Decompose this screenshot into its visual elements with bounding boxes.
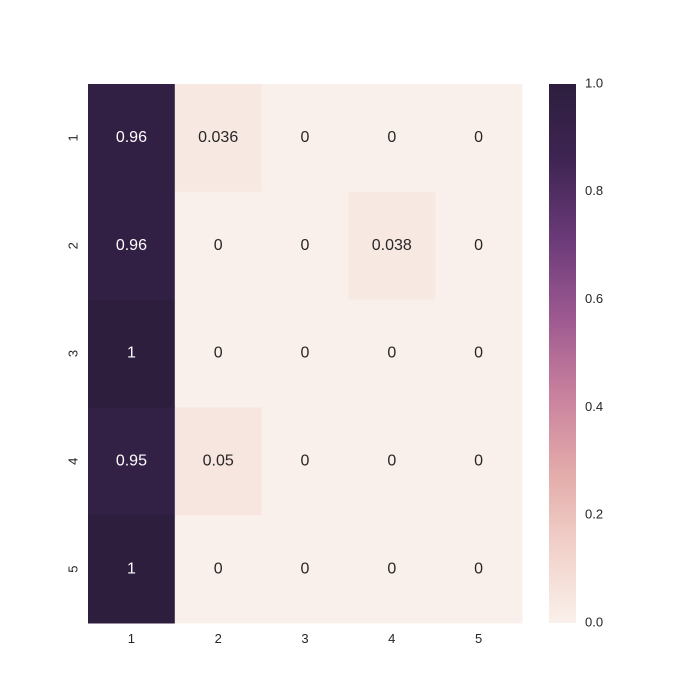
heatmap-cell-r5-c1 xyxy=(88,515,176,624)
cell-annotation-r2-c4: 0.038 xyxy=(372,237,412,254)
heatmap-cell-r3-c5 xyxy=(435,299,523,408)
y-tick-label-5: 5 xyxy=(65,565,80,572)
heatmap-cell-r1-c4 xyxy=(348,84,436,193)
colorbar-tick-label-5: 0.8 xyxy=(585,183,603,198)
x-tick-label-4: 4 xyxy=(388,631,395,646)
cell-annotation-r3-c5: 0 xyxy=(474,345,483,362)
heatmap-cell-r1-c5 xyxy=(435,84,523,193)
colorbar-tick-label-2: 0.2 xyxy=(585,507,603,522)
heatmap-cell-r4-c5 xyxy=(435,407,523,516)
heatmap-cell-r1-c2 xyxy=(174,84,263,193)
colorbar xyxy=(549,84,576,623)
heatmap-cell-r3-c4 xyxy=(348,299,436,408)
y-axis-ticks: 1 2 3 4 5 xyxy=(65,134,80,572)
heatmap-cell-r3-c3 xyxy=(261,299,349,408)
y-tick-label-3: 3 xyxy=(65,350,80,357)
heatmap-cell-r5-c5 xyxy=(435,515,523,624)
colorbar-ticks: 0.0 0.2 0.4 0.6 0.8 1.0 xyxy=(585,75,603,629)
cell-annotation-r5-c2: 0 xyxy=(214,560,223,577)
heatmap-cell-r4-c2 xyxy=(174,407,263,516)
colorbar-tick-label-1: 0.0 xyxy=(585,614,603,629)
heatmap-cell-r2-c1 xyxy=(88,191,176,301)
heatmap-cell-r5-c2 xyxy=(174,515,263,624)
colorbar-tick-label-6: 1.0 xyxy=(585,75,603,90)
cell-annotation-r4-c3: 0 xyxy=(301,453,310,470)
cell-annotation-r3-c3: 0 xyxy=(301,345,310,362)
x-tick-label-1: 1 xyxy=(128,631,135,646)
cell-annotation-r3-c1: 1 xyxy=(127,345,136,362)
cell-annotation-r4-c2: 0.05 xyxy=(203,453,234,470)
heatmap-cell-r3-c2 xyxy=(174,299,263,408)
heatmap-cell-r2-c4 xyxy=(348,191,436,301)
cell-annotation-r1-c3: 0 xyxy=(301,129,310,146)
heatmap-cell-r2-c5 xyxy=(435,191,523,301)
cell-annotation-r1-c5: 0 xyxy=(474,129,483,146)
heatmap-cell-r4-c3 xyxy=(261,407,349,516)
heatmap-cell-r2-c2 xyxy=(174,191,263,301)
x-tick-label-3: 3 xyxy=(301,631,308,646)
cell-annotation-r5-c5: 0 xyxy=(474,560,483,577)
heatmap-cell-r2-c3 xyxy=(261,191,349,301)
cell-annotation-r2-c5: 0 xyxy=(474,237,483,254)
cell-annotation-r1-c1: 0.96 xyxy=(116,129,147,146)
cell-annotation-r1-c2: 0.036 xyxy=(198,129,238,146)
cell-annotation-r4-c5: 0 xyxy=(474,453,483,470)
heatmap-cell-r4-c4 xyxy=(348,407,436,516)
y-tick-label-2: 2 xyxy=(65,242,80,249)
cell-annotation-r2-c1: 0.96 xyxy=(116,237,147,254)
cell-annotation-r5-c1: 1 xyxy=(127,560,136,577)
colorbar-tick-label-3: 0.4 xyxy=(585,399,603,414)
cell-annotation-r3-c2: 0 xyxy=(214,345,223,362)
cell-annotation-r2-c2: 0 xyxy=(214,237,223,254)
x-tick-label-5: 5 xyxy=(475,631,482,646)
cell-annotation-r4-c4: 0 xyxy=(387,453,396,470)
heatmap-cell-r5-c3 xyxy=(261,515,349,624)
x-axis-ticks: 1 2 3 4 5 xyxy=(128,631,482,646)
heatmap-cell-r5-c4 xyxy=(348,515,436,624)
heatmap-cells: 0.96 0.036 0 0 0 0.96 0 0 0.038 0 1 0 0 0 0 0.95 0.05 0 0 0… xyxy=(88,84,523,624)
cell-annotation-r5-c4: 0 xyxy=(387,560,396,577)
colorbar-tick-label-4: 0.6 xyxy=(585,291,603,306)
heatmap-cell-r3-c1 xyxy=(88,299,176,408)
cell-annotation-r4-c1: 0.95 xyxy=(116,453,147,470)
x-tick-label-2: 2 xyxy=(215,631,222,646)
cell-annotation-r1-c4: 0 xyxy=(387,129,396,146)
y-tick-label-1: 1 xyxy=(65,134,80,141)
y-tick-label-4: 4 xyxy=(65,458,80,465)
cell-annotation-r5-c3: 0 xyxy=(301,560,310,577)
cell-annotation-r2-c3: 0 xyxy=(301,237,310,254)
heatmap-cell-r1-c3 xyxy=(261,84,349,193)
heatmap-cell-r1-c1 xyxy=(88,84,176,193)
heatmap-cell-r4-c1 xyxy=(88,407,176,516)
cell-annotation-r3-c4: 0 xyxy=(387,345,396,362)
